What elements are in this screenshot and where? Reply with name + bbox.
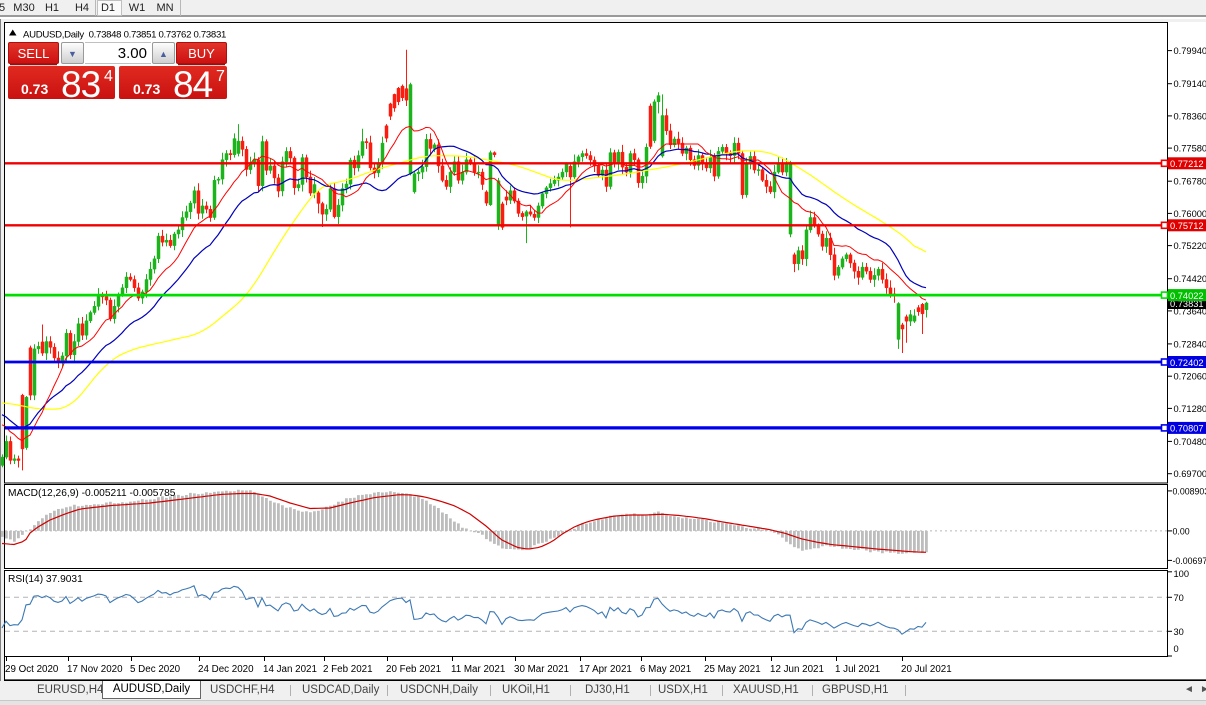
svg-text:5 Dec 2020: 5 Dec 2020 — [130, 664, 181, 675]
svg-text:24 Dec 2020: 24 Dec 2020 — [198, 664, 254, 675]
svg-text:20 Feb 2021: 20 Feb 2021 — [386, 664, 441, 675]
svg-text:100: 100 — [1174, 569, 1190, 579]
svg-text:2 Feb 2021: 2 Feb 2021 — [323, 664, 373, 675]
svg-text:0.73640: 0.73640 — [1174, 306, 1206, 316]
svg-text:0.72840: 0.72840 — [1174, 339, 1206, 349]
svg-text:RSI(14) 37.9031: RSI(14) 37.9031 — [8, 574, 83, 585]
svg-text:25 May 2021: 25 May 2021 — [704, 664, 761, 675]
svg-text:0.74420: 0.74420 — [1174, 274, 1206, 284]
svg-text:0.00: 0.00 — [1173, 526, 1190, 536]
svg-text:70: 70 — [1174, 593, 1184, 603]
svg-text:0.69700: 0.69700 — [1174, 469, 1206, 479]
svg-text:0.70807: 0.70807 — [1170, 424, 1204, 434]
svg-text:0.72402: 0.72402 — [1170, 358, 1204, 368]
svg-text:AUDUSD,Daily 0.73848 0.73851: AUDUSD,Daily 0.73848 0.73851 0.73762 0.7… — [23, 30, 226, 41]
svg-text:0.70480: 0.70480 — [1174, 437, 1206, 447]
svg-text:0.79940: 0.79940 — [1174, 46, 1206, 56]
svg-text:0.76780: 0.76780 — [1174, 177, 1206, 187]
svg-text:0.78360: 0.78360 — [1174, 111, 1206, 121]
svg-text:0.76000: 0.76000 — [1174, 209, 1206, 219]
svg-text:0.75220: 0.75220 — [1174, 241, 1206, 251]
svg-text:0.77580: 0.77580 — [1174, 144, 1206, 154]
svg-text:17 Nov 2020: 17 Nov 2020 — [67, 664, 123, 675]
svg-text:30 Mar 2021: 30 Mar 2021 — [514, 664, 569, 675]
svg-text:12 Jun 2021: 12 Jun 2021 — [770, 664, 824, 675]
svg-text:0.008903: 0.008903 — [1173, 486, 1206, 496]
svg-text:0.77212: 0.77212 — [1170, 159, 1204, 169]
svg-text:0.79140: 0.79140 — [1174, 79, 1206, 89]
svg-text:0.72060: 0.72060 — [1174, 372, 1206, 382]
svg-text:-0.00697: -0.00697 — [1173, 556, 1206, 566]
svg-text:17 Apr 2021: 17 Apr 2021 — [579, 664, 632, 675]
svg-text:0.75712: 0.75712 — [1170, 221, 1204, 231]
svg-text:6 May 2021: 6 May 2021 — [640, 664, 691, 675]
svg-text:14 Jan 2021: 14 Jan 2021 — [263, 664, 317, 675]
svg-text:0: 0 — [1174, 644, 1179, 654]
svg-text:29 Oct 2020: 29 Oct 2020 — [5, 664, 59, 675]
svg-text:1 Jul 2021: 1 Jul 2021 — [835, 664, 880, 675]
svg-text:11 Mar 2021: 11 Mar 2021 — [451, 664, 505, 675]
svg-text:0.73831: 0.73831 — [1170, 299, 1204, 309]
svg-text:0.74022: 0.74022 — [1170, 291, 1204, 301]
svg-text:MACD(12,26,9) -0.005211 -0.005: MACD(12,26,9) -0.005211 -0.005785 — [8, 488, 176, 499]
svg-text:30: 30 — [1174, 627, 1184, 637]
svg-text:0.71280: 0.71280 — [1174, 404, 1206, 414]
svg-text:20 Jul 2021: 20 Jul 2021 — [901, 664, 952, 675]
